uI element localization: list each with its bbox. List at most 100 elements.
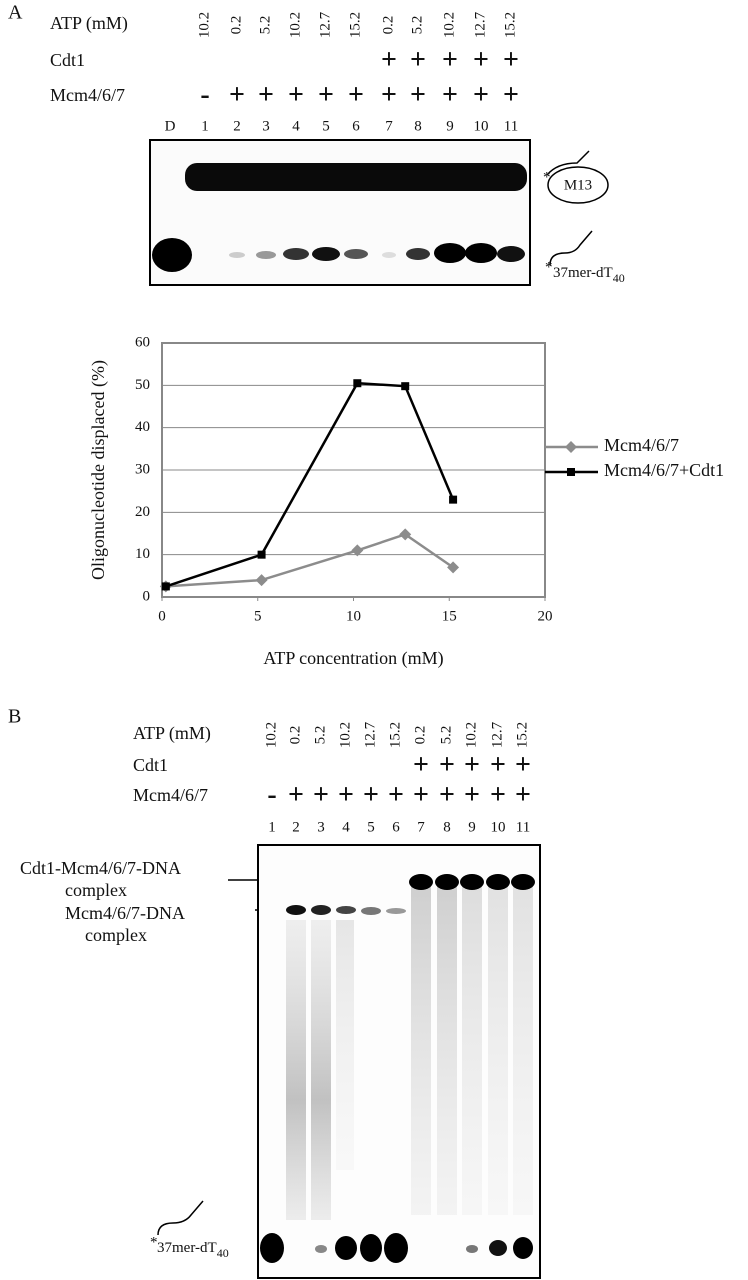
mcm-sign: + [381, 79, 397, 110]
atp-value: 15.2 [347, 12, 363, 38]
atp-value: 12.7 [489, 721, 505, 748]
x-tick-label: 10 [346, 608, 361, 624]
y-tick-label: 50 [135, 377, 150, 393]
lane-number: 8 [443, 819, 451, 835]
atp-value: 10.2 [263, 722, 279, 748]
mcm-sign: + [442, 79, 458, 110]
atp-value: 5.2 [438, 726, 454, 745]
atp-value: 10.2 [337, 722, 353, 748]
gel-label: 37mer-dT40 [553, 265, 625, 284]
gel-label: 37mer-dT40 [157, 1240, 229, 1259]
cdt1-sign: + [439, 749, 455, 780]
mcm-sign: + [258, 79, 274, 110]
lane-number: 2 [292, 819, 300, 835]
atp-value: 0.2 [412, 726, 428, 745]
y-tick-label: 20 [135, 504, 150, 520]
cdt1-sign: + [473, 44, 489, 75]
lane-number: 9 [468, 819, 476, 835]
lane-number: 11 [504, 118, 518, 134]
mcm-sign: - [200, 79, 209, 110]
lane-number: 10 [474, 118, 489, 134]
lane-number: 5 [367, 819, 375, 835]
y-tick-label: 10 [135, 546, 150, 562]
point [257, 550, 266, 559]
x-tick-label: 20 [538, 608, 553, 624]
row-label: Mcm4/6/7 [50, 85, 125, 105]
lane-number: 4 [292, 118, 300, 134]
mcm-sign: + [503, 79, 519, 110]
gel-label-sub: 40 [613, 271, 625, 285]
lane-number: 6 [392, 819, 400, 835]
marker-lane: D [165, 118, 176, 134]
atp-value: 0.2 [380, 16, 396, 35]
gel-label: M13 [564, 177, 592, 193]
atp-value: 5.2 [257, 16, 273, 35]
row-label: Cdt1 [50, 50, 85, 70]
lane-number: 2 [233, 118, 241, 134]
mcm-sign: + [318, 79, 334, 110]
cdt1-sign: + [503, 44, 519, 75]
atp-value: 10.2 [287, 12, 303, 38]
row-label: Mcm4/6/7 [133, 785, 208, 805]
strand-mark: * [150, 1234, 158, 1250]
point [449, 495, 458, 504]
point [447, 561, 460, 574]
strand-mark: * [545, 259, 553, 275]
point [161, 582, 170, 591]
gel-b [257, 844, 541, 1279]
atp-value: 12.7 [317, 11, 333, 38]
atp-value: 0.2 [228, 16, 244, 35]
mcm-sign: + [348, 79, 364, 110]
atp-value: 12.7 [362, 721, 378, 748]
cdt1-sign: + [490, 749, 506, 780]
lane-number: 9 [446, 118, 454, 134]
mcm-sign: + [229, 79, 245, 110]
panel-label: A [8, 2, 23, 24]
complex-label: Mcm4/6/7-DNA [65, 903, 185, 923]
series-line [165, 532, 454, 588]
panel-label: B [8, 706, 21, 728]
atp-value: 12.7 [472, 11, 488, 38]
atp-value: 15.2 [387, 722, 403, 748]
atp-value: 10.2 [196, 12, 212, 38]
x-tick-label: 0 [158, 608, 166, 624]
lane-number: 5 [322, 118, 330, 134]
point [255, 574, 268, 587]
complex-label: complex [85, 925, 147, 945]
mcm-sign: + [439, 779, 455, 810]
complex-label: Cdt1-Mcm4/6/7-DNA [20, 858, 181, 878]
mcm-sign: + [490, 779, 506, 810]
atp-value: 5.2 [312, 726, 328, 745]
atp-value: 10.2 [463, 722, 479, 748]
atp-value: 0.2 [287, 726, 303, 745]
y-axis-label: Oligonucleotide displaced (%) [88, 360, 109, 580]
mcm-sign: + [388, 779, 404, 810]
lane-number: 4 [342, 819, 350, 835]
gel-a [149, 139, 531, 286]
gel-b-annotations [157, 879, 258, 1236]
legend-label: Mcm4/6/7 [604, 435, 679, 455]
row-label: ATP (mM) [50, 13, 128, 34]
row-label: Cdt1 [133, 755, 168, 775]
legend-marker [567, 468, 575, 476]
mcm-sign: + [288, 79, 304, 110]
mcm-sign: + [363, 779, 379, 810]
gel-label-text: 37mer-dT [157, 1240, 217, 1256]
y-tick-label: 30 [135, 461, 150, 477]
lane-number: 7 [417, 819, 425, 835]
mcm-sign: + [473, 79, 489, 110]
mcm-sign: + [515, 779, 531, 810]
legend-label: Mcm4/6/7+Cdt1 [604, 460, 724, 480]
lane-number: 3 [317, 819, 325, 835]
lane-number: 11 [516, 819, 530, 835]
mcm-sign: + [288, 779, 304, 810]
cdt1-sign: + [410, 44, 426, 75]
atp-value: 10.2 [441, 12, 457, 38]
lane-number: 1 [201, 118, 209, 134]
gel-label-text: 37mer-dT [553, 265, 613, 281]
y-tick-label: 60 [135, 334, 150, 350]
point [399, 528, 412, 541]
atp-value: 15.2 [502, 12, 518, 38]
mcm-sign: + [464, 779, 480, 810]
atp-value: 5.2 [409, 16, 425, 35]
